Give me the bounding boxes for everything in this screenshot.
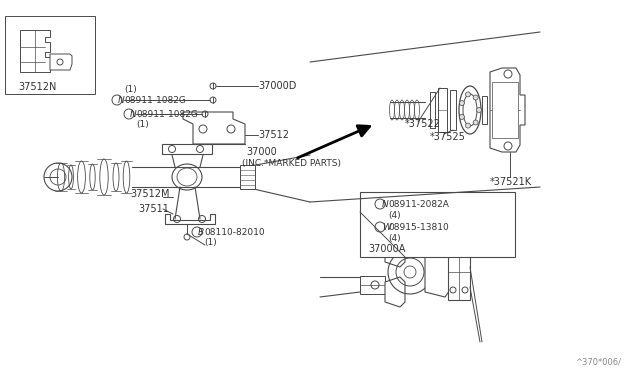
Text: *37525: *37525: [430, 132, 466, 142]
Circle shape: [477, 108, 481, 112]
Text: ^370*006/: ^370*006/: [575, 357, 621, 366]
Text: N: N: [118, 96, 125, 105]
Polygon shape: [490, 68, 525, 152]
Circle shape: [460, 100, 465, 106]
Text: B: B: [198, 228, 204, 237]
Text: N: N: [130, 109, 137, 119]
Text: 08911-1082G: 08911-1082G: [124, 96, 186, 105]
Polygon shape: [430, 92, 435, 128]
Bar: [240, 165, 255, 189]
Text: 08915-13810: 08915-13810: [388, 222, 449, 231]
Bar: [5, 16, 95, 94]
Polygon shape: [20, 30, 50, 72]
Text: (4): (4): [388, 234, 401, 243]
Text: 37000: 37000: [246, 147, 277, 157]
Bar: [448, 244, 470, 300]
Text: W: W: [382, 222, 391, 231]
Text: 08911-2082A: 08911-2082A: [388, 199, 449, 208]
Polygon shape: [385, 277, 405, 307]
Text: 37512N: 37512N: [18, 82, 56, 92]
Bar: [360, 192, 515, 257]
Polygon shape: [450, 90, 456, 130]
Text: 37000D: 37000D: [258, 81, 296, 91]
Polygon shape: [50, 54, 72, 70]
Circle shape: [473, 95, 478, 100]
Text: *37522: *37522: [405, 119, 441, 129]
Text: N: N: [382, 199, 388, 208]
Polygon shape: [162, 144, 212, 154]
Bar: [492, 82, 518, 138]
Polygon shape: [482, 96, 487, 124]
Circle shape: [473, 120, 478, 125]
Text: 37512: 37512: [258, 130, 289, 140]
Polygon shape: [183, 112, 245, 144]
Text: (4): (4): [388, 211, 401, 219]
Text: *37521K: *37521K: [490, 177, 532, 187]
Polygon shape: [438, 88, 447, 132]
Text: (1): (1): [204, 237, 217, 247]
Circle shape: [465, 92, 470, 97]
Text: (1): (1): [136, 119, 148, 128]
Circle shape: [460, 115, 465, 119]
Polygon shape: [385, 237, 405, 267]
Text: (INC.*MARKED PARTS): (INC.*MARKED PARTS): [242, 158, 341, 167]
Text: 37512M: 37512M: [130, 189, 170, 199]
Text: (1): (1): [124, 84, 137, 93]
Polygon shape: [425, 247, 450, 297]
Text: 37511: 37511: [138, 204, 169, 214]
Text: 08911-1082G: 08911-1082G: [136, 109, 198, 119]
Text: 37000A: 37000A: [368, 244, 405, 254]
Circle shape: [465, 123, 470, 128]
Bar: [360, 276, 385, 294]
Text: 08110-82010: 08110-82010: [204, 228, 264, 237]
Polygon shape: [165, 214, 215, 224]
